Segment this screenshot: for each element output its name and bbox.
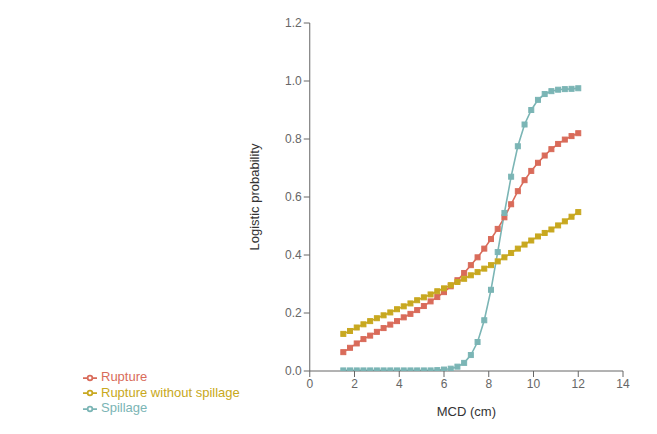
- svg-text:14: 14: [616, 377, 630, 391]
- svg-text:2: 2: [351, 377, 358, 391]
- svg-text:0.6: 0.6: [285, 190, 302, 204]
- svg-text:0.2: 0.2: [285, 306, 302, 320]
- svg-text:0: 0: [306, 377, 313, 391]
- svg-text:6: 6: [441, 377, 448, 391]
- svg-text:0.0: 0.0: [285, 364, 302, 378]
- svg-text:4: 4: [396, 377, 403, 391]
- html-text:Rupture: Rupture: [101, 369, 148, 385]
- svg-text:8: 8: [485, 377, 492, 391]
- html-text:Rupture without spillage: Rupture without spillage: [101, 384, 240, 400]
- svg-text:MCD (cm): MCD (cm): [437, 404, 496, 419]
- svg-text:0.8: 0.8: [285, 132, 302, 146]
- svg-text:1.0: 1.0: [285, 74, 302, 88]
- svg-text:10: 10: [527, 377, 541, 391]
- html-text:Spillage: Spillage: [101, 400, 148, 416]
- svg-text:0.4: 0.4: [285, 248, 302, 262]
- svg-text:12: 12: [572, 377, 586, 391]
- svg-text:1.2: 1.2: [285, 16, 302, 30]
- svg-text:Logistic probability: Logistic probability: [247, 143, 262, 250]
